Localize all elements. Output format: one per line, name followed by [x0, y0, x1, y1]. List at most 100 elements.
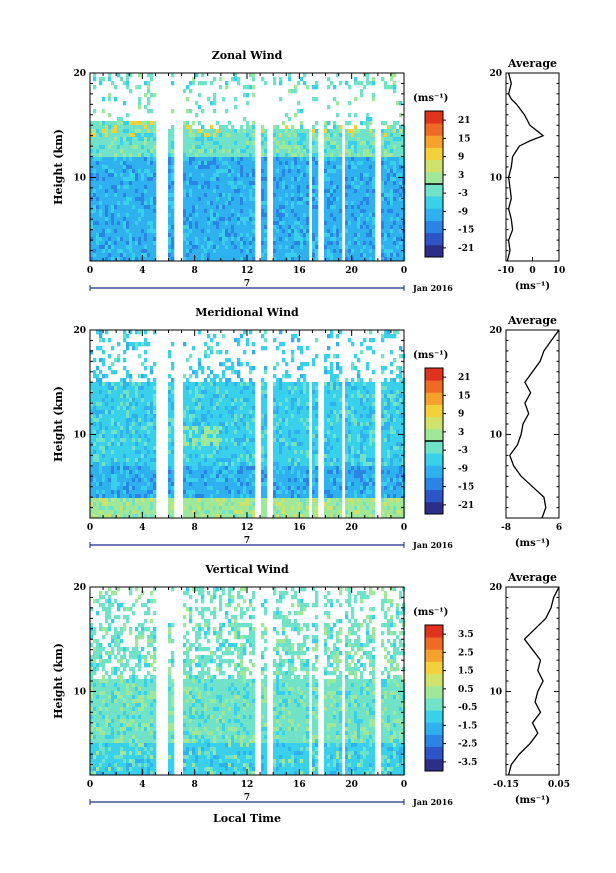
colorbar-tick: -2.5: [458, 740, 477, 750]
y-tick-label: 20: [73, 326, 86, 336]
average-line: [509, 329, 560, 519]
colorbar-tick: 2.5: [458, 648, 474, 658]
average-line: [507, 586, 560, 776]
x-tick-label: 0: [87, 523, 93, 533]
x-tick-label: 16: [293, 780, 306, 790]
colorbar-tick: 9: [458, 153, 464, 163]
x-tick-label: 8: [192, 780, 198, 790]
y-axis-label: Height (km): [52, 129, 65, 205]
date-label: Jan 2016: [412, 797, 453, 807]
average-x-tick: 10: [553, 266, 566, 276]
average-y-tick: 10: [489, 687, 502, 697]
colorbar-tick: 1.5: [458, 667, 474, 677]
average-x-tick: -10: [498, 266, 514, 276]
colorbar: 21 15 9 3 -3 -9 -15 -21: [424, 110, 474, 258]
colorbar-tick: -21: [458, 501, 474, 511]
colorbar-tick: -3: [458, 446, 468, 456]
colorbar-unit: (ms⁻¹): [413, 350, 448, 361]
colorbar-tick: 21: [458, 373, 471, 383]
x-tick-label: 4: [139, 780, 145, 790]
average-y-tick: 20: [489, 326, 502, 336]
average-x-tick: 0.05: [548, 780, 570, 790]
average-unit: (ms⁻¹): [515, 281, 550, 292]
x-tick-label: 12: [241, 780, 254, 790]
date-label: Jan 2016: [412, 540, 453, 550]
colorbar-tick: 21: [458, 116, 471, 126]
day-label: 7: [244, 536, 250, 546]
x-tick-label: 12: [241, 266, 254, 276]
day-label: 7: [244, 279, 250, 289]
colorbar-tick: -15: [458, 226, 474, 236]
colorbar-unit: (ms⁻¹): [413, 93, 448, 104]
colorbar-tick: -15: [458, 483, 474, 493]
wind-panel-3: Vertical Wind 0 4 8 12 16 20 0 10 20 Height (km) 7 J…: [52, 563, 570, 807]
average-unit: (ms⁻¹): [515, 795, 550, 806]
colorbar-tick: 3: [458, 428, 464, 438]
wind-panel-1: Zonal Wind 0 4 8 12 16 20 0 10 20 Height (km) 7 Jan …: [52, 49, 565, 293]
colorbar-tick: -21: [458, 244, 474, 254]
colorbar-tick: 15: [458, 134, 471, 144]
colorbar-unit: (ms⁻¹): [413, 607, 448, 618]
average-y-tick: 20: [489, 583, 502, 593]
colorbar: 21 15 9 3 -3 -9 -15 -21: [424, 367, 474, 515]
y-tick-label: 10: [73, 173, 86, 183]
colorbar-tick: -0.5: [458, 703, 477, 713]
average-profile: Average 10 20 -8 6 (ms⁻¹): [489, 314, 562, 549]
average-frame: [505, 329, 560, 519]
x-tick-label: 12: [241, 523, 254, 533]
colorbar-tick: 3.5: [458, 630, 474, 640]
colorbar-tick: -9: [458, 464, 468, 474]
average-unit: (ms⁻¹): [515, 538, 550, 549]
average-profile: Average 10 20 -0.15 0.05 (ms⁻¹): [489, 571, 569, 806]
average-frame: [505, 586, 560, 776]
average-y-tick: 10: [489, 430, 502, 440]
average-title: Average: [507, 571, 557, 584]
panel-title: Zonal Wind: [212, 49, 283, 62]
y-tick-label: 20: [73, 69, 86, 79]
colorbar-tick: -9: [458, 207, 468, 217]
y-axis-label: Height (km): [52, 643, 65, 719]
x-tick-label: 16: [293, 266, 306, 276]
colorbar-tick: -3: [458, 189, 468, 199]
panel-title: Vertical Wind: [204, 563, 289, 576]
x-tick-label: 4: [139, 523, 145, 533]
heatmap-field: [90, 330, 406, 519]
x-tick-label: 4: [139, 266, 145, 276]
colorbar-tick: -3.5: [458, 758, 477, 768]
y-tick-label: 10: [73, 687, 86, 697]
x-tick-label: 0: [87, 266, 93, 276]
y-axis-label: Height (km): [52, 386, 65, 462]
x-axis-label: Local Time: [213, 812, 281, 825]
colorbar-tick: 15: [458, 391, 471, 401]
heatmap-field: [90, 587, 406, 776]
colorbar-tick: 9: [458, 410, 464, 420]
panel-title: Meridional Wind: [195, 306, 299, 319]
average-y-tick: 20: [489, 69, 502, 79]
average-x-tick: -8: [501, 523, 511, 533]
average-title: Average: [507, 314, 557, 327]
y-tick-label: 20: [73, 583, 86, 593]
average-x-tick: -0.15: [493, 780, 519, 790]
x-tick-label: 0: [401, 780, 407, 790]
date-label: Jan 2016: [412, 283, 453, 293]
day-label: 7: [244, 793, 250, 803]
average-title: Average: [507, 57, 557, 70]
x-tick-label: 0: [401, 523, 407, 533]
colorbar: 3.5 2.5 1.5 0.5 -0.5 -1.5 -2.5 -3.5: [424, 624, 477, 772]
average-line: [506, 72, 545, 262]
colorbar-tick: 3: [458, 171, 464, 181]
x-tick-label: 16: [293, 523, 306, 533]
average-x-tick: 6: [556, 523, 562, 533]
x-tick-label: 20: [345, 780, 358, 790]
average-y-tick: 10: [489, 173, 502, 183]
colorbar-tick: -1.5: [458, 721, 477, 731]
heatmap-field: [90, 73, 406, 262]
wind-panel-2: Meridional Wind 0 4 8 12 16 20 0 10 20 Height (km)…: [52, 306, 562, 550]
y-tick-label: 10: [73, 430, 86, 440]
x-tick-label: 8: [192, 523, 198, 533]
x-tick-label: 0: [87, 780, 93, 790]
x-tick-label: 0: [401, 266, 407, 276]
average-x-tick: 0: [529, 266, 535, 276]
